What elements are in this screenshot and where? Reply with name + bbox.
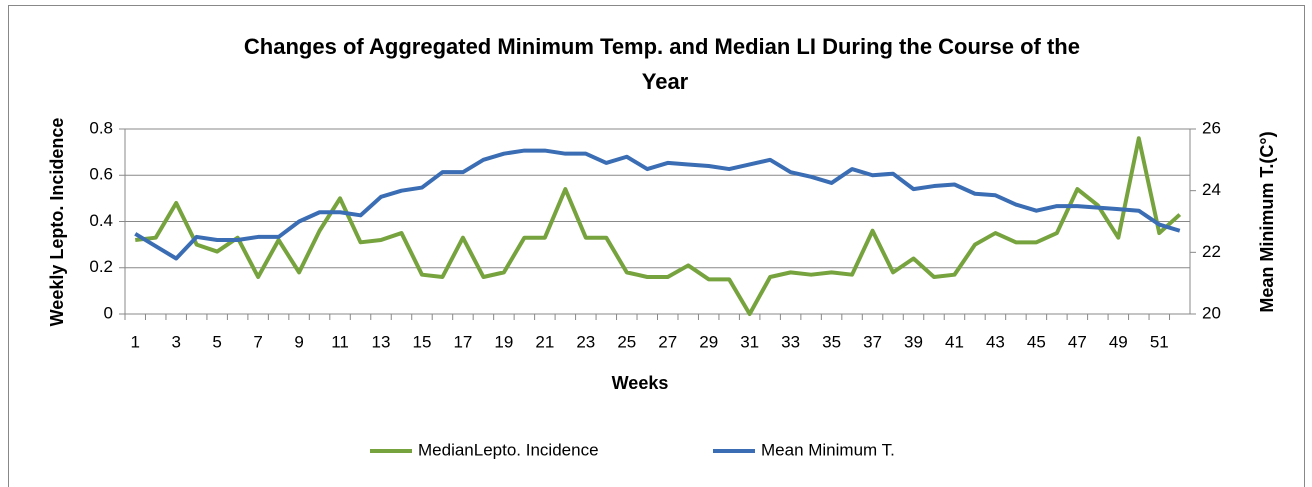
x-tick-label: 21 — [535, 332, 554, 351]
series-line — [134, 148, 1181, 261]
x-tick-label: 9 — [294, 332, 303, 351]
y-tick-label: 0.6 — [89, 165, 113, 184]
y-tick-label: 0.4 — [89, 211, 113, 230]
x-tick-label: 37 — [863, 332, 882, 351]
x-tick-label: 23 — [576, 332, 595, 351]
y2-tick-label: 22 — [1202, 242, 1221, 261]
y-axis-title: Weekly Lepto. Incidence — [47, 118, 67, 327]
y2-tick-label: 26 — [1202, 118, 1221, 137]
y-tick-label: 0 — [104, 303, 113, 322]
x-tick-label: 19 — [494, 332, 513, 351]
x-tick-label: 27 — [658, 332, 677, 351]
x-tick-label: 41 — [945, 332, 964, 351]
x-tick-label: 7 — [253, 332, 262, 351]
x-tick-label: 31 — [740, 332, 759, 351]
x-tick-label: 33 — [781, 332, 800, 351]
x-tick-label: 17 — [453, 332, 472, 351]
x-tick-label: 29 — [699, 332, 718, 351]
x-axis-title: Weeks — [612, 373, 669, 393]
x-tick-label: 45 — [1027, 332, 1046, 351]
x-tick-label: 11 — [331, 332, 349, 351]
series-line — [135, 136, 1182, 316]
x-tick-label: 35 — [822, 332, 841, 351]
legend-label: MedianLepto. Incidence — [418, 440, 599, 459]
y-tick-label: 0.8 — [89, 118, 113, 137]
y-tick-label: 0.2 — [89, 257, 113, 276]
x-tick-label: 51 — [1150, 332, 1169, 351]
y2-tick-label: 24 — [1202, 180, 1221, 199]
x-tick-label: 25 — [617, 332, 636, 351]
y2-axis-title: Mean Minimum T.(C°) — [1257, 131, 1277, 312]
chart-title: Changes of Aggregated Minimum Temp. and … — [244, 34, 1086, 94]
x-tick-label: 15 — [413, 332, 432, 351]
x-tick-label: 49 — [1109, 332, 1128, 351]
y2-tick-label: 20 — [1202, 303, 1221, 322]
x-tick-label: 5 — [212, 332, 221, 351]
x-tick-label: 39 — [904, 332, 923, 351]
x-tick-label: 3 — [171, 332, 180, 351]
x-tick-label: 47 — [1068, 332, 1087, 351]
x-tick-label: 13 — [372, 332, 391, 351]
x-tick-label: 43 — [986, 332, 1005, 351]
x-tick-label: 1 — [131, 332, 140, 351]
legend-label: Mean Minimum T. — [761, 440, 895, 459]
